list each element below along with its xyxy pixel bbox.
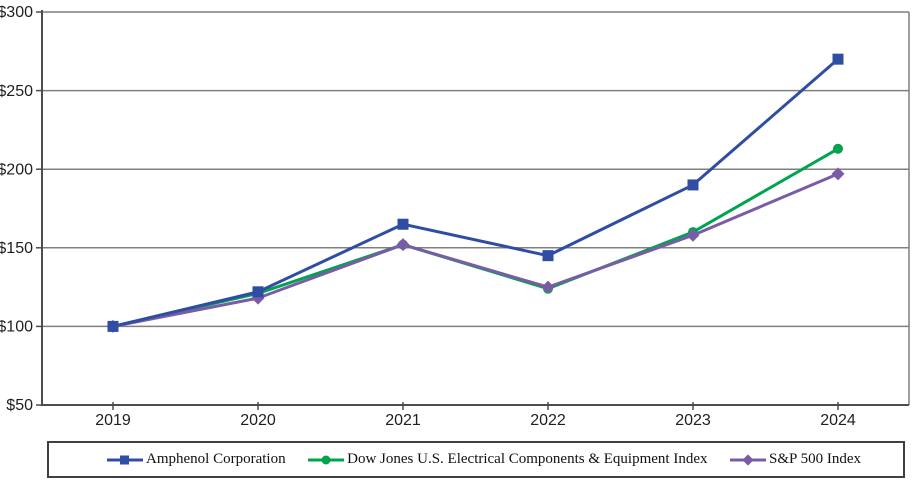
data-point-square [542,250,554,262]
x-axis-tick-label: 2024 [820,412,856,429]
x-axis-tick-label: 2022 [530,412,566,429]
x-axis-tick-label: 2019 [95,412,131,429]
legend-item: Amphenol Corporation [107,451,286,468]
x-axis-tick-label: 2023 [675,412,711,429]
series-line-square [112,58,839,328]
data-point-circle [833,143,843,154]
x-axis-tick-label: 2021 [385,412,421,429]
legend-label: Dow Jones U.S. Electrical Components & E… [347,451,708,467]
y-axis-tick-label: $50 [6,397,33,414]
x-axis-tick-label: 2020 [240,412,276,429]
legend-item: S&P 500 Index [730,451,861,468]
data-point-square [832,53,844,65]
legend-marker-diamond-icon [730,453,767,466]
data-point-square [397,218,409,230]
y-axis-tick-label: $200 [0,161,33,178]
legend-item: Dow Jones U.S. Electrical Components & E… [308,451,707,468]
y-axis-tick-label: $100 [0,319,33,336]
data-point-diamond [396,238,410,252]
legend-marker-square-icon [107,455,143,464]
data-point-square [687,179,699,191]
series-line-diamond [112,172,839,328]
data-point-diamond [541,280,555,294]
legend-label: S&P 500 Index [769,451,861,467]
legend-label: Amphenol Corporation [146,451,286,467]
data-point-square [252,286,264,298]
legend-marker-circle-icon [308,455,345,464]
y-axis-tick-label: $250 [0,83,33,100]
y-axis-tick-label: $150 [0,240,33,257]
performance-line-chart: $300 $250 $200 $150 $100 $50 2019 2020 2021 2022 2… [0,4,910,429]
data-point-square [107,320,119,332]
y-axis-tick-label: $300 [0,4,33,21]
chart-legend: Amphenol Corporation Dow Jones U.S. Elect… [47,441,905,478]
